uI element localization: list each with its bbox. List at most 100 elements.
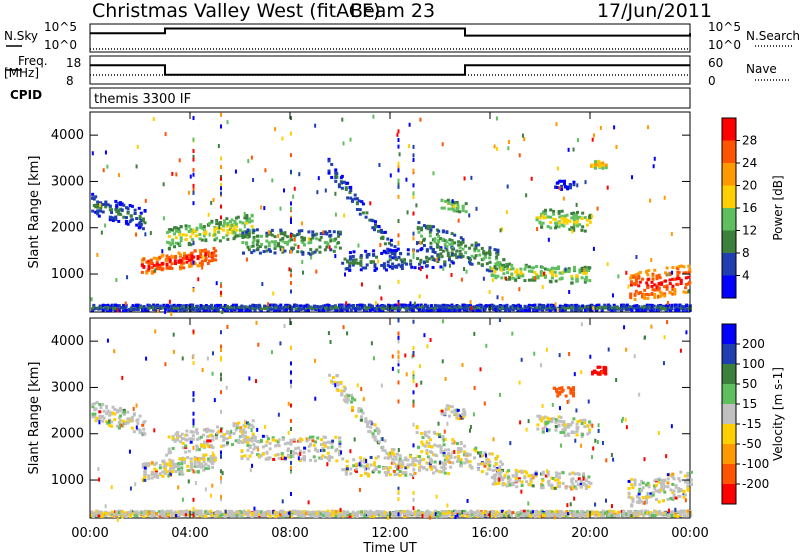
power-noise-cell: [572, 147, 575, 152]
velocity-echo-cell: [124, 514, 128, 518]
velocity-echo-cell: [658, 490, 662, 494]
power-echo-cell: [344, 187, 348, 191]
velocity-echo-cell: [589, 481, 593, 485]
power-streak-cell: [412, 153, 415, 158]
velocity-echo-cell: [127, 417, 131, 421]
velocity-echo-cell: [490, 476, 494, 480]
power-echo-cell: [495, 267, 499, 271]
power-echo-cell: [557, 211, 561, 215]
power-echo-cell: [340, 181, 344, 185]
power-echo-cell: [189, 308, 193, 312]
velocity-echo-cell: [163, 464, 167, 468]
power-echo-cell: [359, 260, 363, 264]
velocity-echo-cell: [226, 430, 230, 434]
velocity-echo-cell: [169, 464, 173, 468]
velocity-echo-cell: [119, 423, 123, 427]
power-echo-cell: [117, 219, 121, 223]
power-echo-cell: [179, 253, 183, 257]
velocity-echo-cell: [335, 447, 339, 451]
velocity-echo-cell: [254, 509, 258, 513]
power-echo-cell: [557, 265, 561, 269]
velocity-echo-cell: [276, 440, 280, 444]
velocity-echo-cell: [401, 470, 405, 474]
power-echo-cell: [147, 266, 151, 270]
power-echo-cell: [193, 261, 197, 265]
power-echo-cell: [637, 284, 641, 288]
power-echo-cell: [685, 307, 689, 311]
power-noise-cell: [136, 144, 139, 149]
power-noise-cell: [243, 224, 246, 229]
power-echo-cell: [443, 260, 447, 264]
power-streak-cell: [290, 281, 292, 286]
velocity-echo-cell: [314, 440, 318, 444]
velocity-echo-cell: [193, 455, 197, 459]
power-echo-cell: [527, 278, 531, 282]
velocity-echo-cell: [388, 466, 392, 470]
power-echo-cell: [274, 303, 278, 307]
velocity-echo-cell: [238, 511, 242, 515]
power-echo-cell: [685, 304, 689, 308]
velocity-echo-cell: [388, 473, 392, 477]
velocity-echo-cell: [573, 485, 577, 489]
power-noise-cell: [475, 206, 478, 211]
velocity-echo-cell: [309, 443, 313, 447]
velocity-echo-cell: [541, 479, 545, 483]
power-echo-cell: [583, 229, 587, 233]
power-echo-cell: [363, 304, 367, 308]
power-noise-cell: [653, 156, 656, 161]
power-echo-cell: [117, 209, 121, 213]
power-echo-cell: [319, 308, 323, 312]
velocity-echo-cell: [303, 446, 307, 450]
velocity-echo-cell: [265, 451, 269, 455]
velocity-echo-cell: [174, 514, 178, 518]
velocity-echo-cell: [400, 459, 404, 463]
velocity-echo-cell: [386, 468, 390, 472]
power-echo-cell: [511, 308, 515, 312]
velocity-echo-cell: [561, 423, 565, 427]
power-echo-cell: [202, 228, 206, 232]
power-echo-cell: [198, 249, 202, 253]
velocity-echo-cell: [245, 421, 249, 425]
power-noise-cell: [208, 232, 211, 237]
power-echo-cell: [381, 235, 385, 239]
power-echo-cell: [208, 222, 212, 226]
power-echo-cell: [375, 306, 379, 310]
power-noise-cell: [396, 132, 399, 137]
velocity-echo-cell: [246, 448, 250, 452]
power-echo-cell: [212, 247, 216, 251]
power-echo-cell: [106, 203, 110, 207]
velocity-echo-cell: [395, 467, 399, 471]
power-echo-cell: [580, 228, 584, 232]
power-echo-cell: [687, 275, 691, 279]
velocity-echo-cell: [493, 480, 497, 484]
power-noise-cell: [96, 252, 99, 257]
velocity-echo-cell: [105, 404, 109, 408]
power-echo-cell: [259, 308, 263, 312]
velocity-echo-cell: [498, 465, 502, 469]
velocity-echo-cell: [527, 483, 531, 487]
power-streak-cell: [412, 144, 415, 149]
power-echo-cell: [581, 304, 585, 308]
velocity-echo-cell: [441, 450, 445, 454]
velocity-echo-cell: [689, 470, 693, 474]
nave-label: Nave: [746, 62, 777, 76]
velocity-echo-cell: [131, 512, 135, 516]
power-noise-cell: [178, 158, 181, 163]
velocity-echo-cell: [330, 380, 334, 384]
freq-panel-frame: [89, 55, 691, 85]
velocity-echo-cell: [222, 432, 226, 436]
velocity-echo-cell: [686, 481, 690, 485]
power-echo-cell: [158, 265, 162, 269]
power-echo-cell: [361, 211, 365, 215]
velocity-echo-cell: [658, 488, 662, 492]
power-noise-cell: [664, 307, 667, 312]
power-echo-cell: [610, 309, 614, 313]
power-echo-cell: [147, 262, 151, 266]
velocity-echo-cell: [350, 400, 354, 404]
velocity-echo-cell: [142, 510, 146, 514]
velocity-echo-cell: [343, 399, 347, 403]
power-echo-cell: [457, 240, 461, 244]
velocity-echo-cell: [359, 474, 363, 478]
velocity-echo-cell: [336, 381, 340, 385]
power-echo-cell: [187, 230, 191, 234]
